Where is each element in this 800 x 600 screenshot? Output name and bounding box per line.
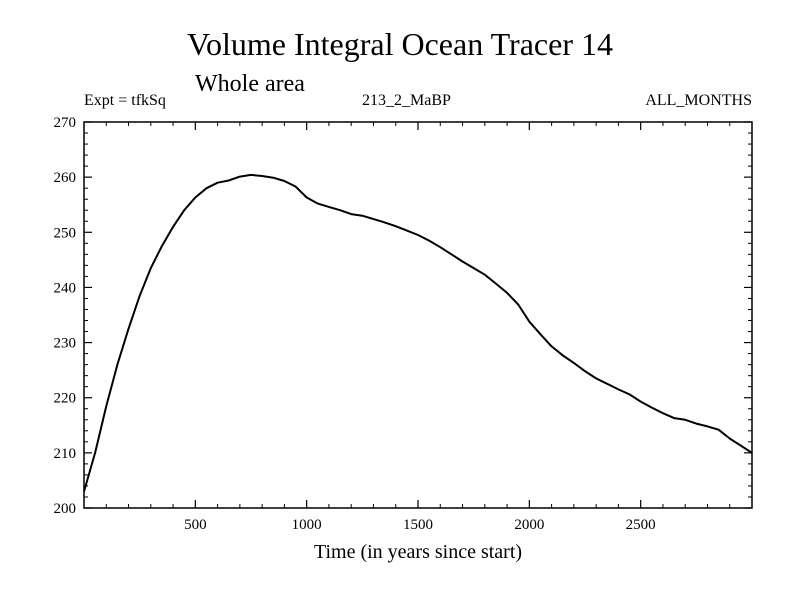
x-axis-label: Time (in years since start) [314,541,522,563]
x-tick-label: 1500 [403,517,433,533]
x-tick-label: 1000 [292,517,322,533]
axis-ticks [84,121,752,509]
y-tick-label: 230 [54,336,77,352]
chart-subtitle: Whole area [195,71,305,97]
y-tick-label: 250 [54,225,77,241]
y-tick-label: 210 [54,446,77,462]
y-tick-label: 270 [54,115,77,131]
axis-tick-labels: 200 210 220 230 240 250 260 270 500 1000 1500 2000 2… [54,115,656,533]
y-tick-label: 260 [54,170,77,186]
x-tick-label: 2000 [514,517,544,533]
months-label: ALL_MONTHS [645,92,752,109]
run-id-label: 213_2_MaBP [362,92,451,109]
series-line [83,173,753,492]
plot-frame [83,121,753,509]
y-tick-label: 220 [54,391,77,407]
y-tick-label: 240 [54,280,77,296]
x-tick-label: 2500 [626,517,656,533]
y-tick-label: 200 [54,501,77,517]
x-tick-label: 500 [184,517,207,533]
chart-title: Volume Integral Ocean Tracer 14 [187,26,613,62]
experiment-label: Expt = tfkSq [84,92,166,109]
